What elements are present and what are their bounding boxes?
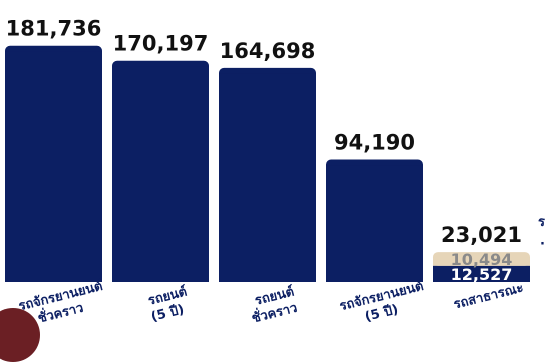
category-label-4-line2: (5 ปี) [363,301,400,325]
bar-chart: 181,736รถจักรยานยนต์ชั่วคราว170,197รถยนต… [5,17,545,326]
clipped-legend-text: ร [538,215,545,230]
bar-5-segment-1 [433,265,530,282]
segment-label-1: 12,527 [451,265,513,284]
bar-4-segment-1-base [326,165,423,282]
total-label-5: 23,021 [441,223,522,247]
bar-3-segment-1-base [219,73,316,282]
bar-2-segment-1-base [112,66,209,282]
total-label-2: 170,197 [113,32,209,56]
total-label-4: 94,190 [334,131,415,155]
segment-label-2: 10,494 [451,250,513,269]
bar-5-segment-2-base [433,258,530,266]
bar-1-segment-1-base [5,51,102,283]
category-label-5-line1: รถสาธารณะ [452,281,525,313]
total-label-1: 181,736 [6,17,102,41]
total-label-3: 164,698 [220,39,316,63]
clipped-legend-mark: · [540,237,545,252]
category-label-2-line2: (5 ปี) [149,301,186,325]
